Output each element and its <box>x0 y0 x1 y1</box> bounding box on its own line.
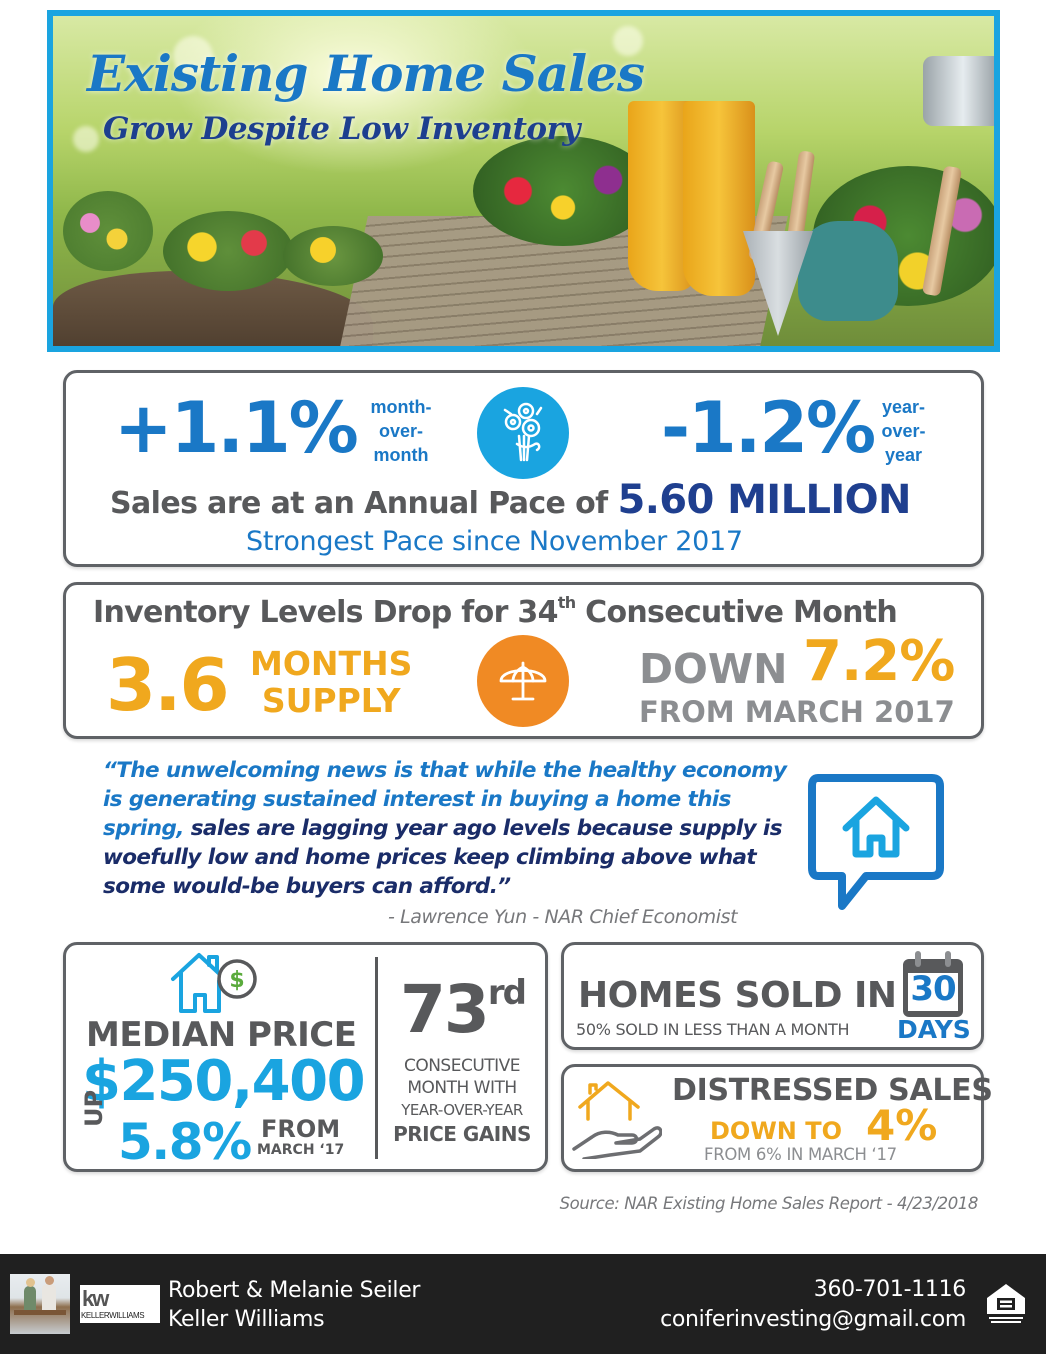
keller-williams-logo: kw KELLERWILLIAMS <box>80 1285 160 1323</box>
median-price-card: $ MEDIAN PRICE $250,400 UP 5.8% FROM MAR… <box>63 942 548 1172</box>
months-supply-value: 3.6 <box>106 643 230 727</box>
bokeh <box>613 26 643 56</box>
distressed-value: 4% <box>866 1101 938 1150</box>
homes-sold-title: HOMES SOLD IN <box>578 975 897 1016</box>
from-label: FROM <box>261 1115 341 1143</box>
rank-line: PRICE GAINS <box>393 1122 531 1146</box>
rank-description: CONSECUTIVE MONTH WITH YEAR-OVER-YEAR PR… <box>388 1055 536 1147</box>
homes-sold-card: HOMES SOLD IN 50% SOLD IN LESS THAN A MO… <box>561 942 984 1050</box>
watering-can <box>923 56 994 126</box>
up-label: UP <box>80 1089 108 1127</box>
months-supply-label: MONTHS SUPPLY <box>250 645 412 719</box>
annual-pace-line: Sales are at an Annual Pace of 5.60 MILL… <box>110 477 912 523</box>
inventory-title: Inventory Levels Drop for 34th Consecuti… <box>93 593 898 630</box>
distressed-from-label: FROM 6% IN MARCH ‘17 <box>704 1145 897 1164</box>
agent-footer: kw KELLERWILLIAMS Robert & Melanie Seile… <box>0 1254 1046 1354</box>
days-value: 30 <box>910 969 956 1009</box>
flower-bouquet-icon <box>477 387 569 479</box>
flowers <box>473 136 653 246</box>
hero-subtitle: Grow Despite Low Inventory <box>103 111 580 147</box>
economist-quote: “The unwelcoming news is that while the … <box>103 756 803 901</box>
rank-line: MONTH WITH <box>407 1078 517 1098</box>
median-price-value: $250,400 <box>82 1049 366 1114</box>
trowel-handle <box>786 150 816 242</box>
mom-label-line: month- <box>370 397 432 417</box>
yoy-change-value: -1.2% <box>661 387 876 469</box>
hero-banner: Existing Home Sales Grow Despite Low Inv… <box>47 10 1000 352</box>
agent-email[interactable]: coniferinvesting@gmail.com <box>660 1307 966 1332</box>
median-price-change: 5.8% <box>118 1113 252 1171</box>
kw-logo-name: KELLERWILLIAMS <box>81 1311 145 1320</box>
bokeh <box>73 126 99 152</box>
agent-photo <box>10 1274 70 1334</box>
yellow-boot <box>683 101 755 296</box>
bokeh <box>173 36 213 76</box>
calendar-icon: 30 <box>903 949 963 1017</box>
umbrella-icon <box>477 635 569 727</box>
garden-glove <box>798 221 898 321</box>
quote-attribution: - Lawrence Yun - NAR Chief Economist <box>388 906 738 928</box>
months-supply-label-line: SUPPLY <box>261 681 401 720</box>
hand-house-icon <box>570 1079 663 1163</box>
months-supply-label-line: MONTHS <box>250 644 413 683</box>
source-citation: Source: NAR Existing Home Sales Report -… <box>559 1194 979 1213</box>
inventory-title-sup: th <box>557 593 576 612</box>
divider <box>375 957 378 1159</box>
down-label: DOWN <box>639 645 788 693</box>
quote-text-highlight: “The unwelcoming news is that while the … <box>103 758 787 841</box>
mom-label-line: month <box>373 445 429 465</box>
from-march-label: FROM MARCH 2017 <box>639 695 955 729</box>
speech-bubble-house-icon <box>808 772 948 916</box>
inventory-title-text: Consecutive Month <box>575 595 898 630</box>
agent-phone[interactable]: 360-701-1116 <box>813 1277 967 1302</box>
yoy-label: year- over- year <box>866 395 941 467</box>
flowers <box>63 191 153 271</box>
days-label: DAYS <box>897 1015 971 1044</box>
homes-sold-subtitle: 50% SOLD IN LESS THAN A MONTH <box>576 1020 850 1039</box>
flowers <box>283 226 383 286</box>
rank-line: CONSECUTIVE <box>403 1056 521 1076</box>
yoy-label-line: year- <box>881 397 926 417</box>
median-price-label: MEDIAN PRICE <box>86 1015 357 1055</box>
equal-housing-icon <box>985 1282 1027 1330</box>
hero-title: Existing Home Sales <box>87 44 645 103</box>
rank-line: YEAR-OVER-YEAR <box>401 1101 523 1119</box>
kw-logo-mark: kw <box>82 1286 109 1311</box>
mom-change-value: +1.1% <box>114 387 359 469</box>
mom-label: month- over- month <box>361 395 441 467</box>
annual-pace-text: Sales are at an Annual Pace of <box>110 486 608 521</box>
brokerage-name: Keller Williams <box>168 1307 325 1332</box>
inventory-title-text: Inventory Levels Drop for 34 <box>93 595 558 630</box>
strongest-pace-text: Strongest Pace since November 2017 <box>246 526 743 557</box>
house-dollar-icon: $ <box>169 951 261 1019</box>
mom-label-line: over- <box>378 421 423 441</box>
sales-pace-card: +1.1% month- over- month -1.2% year- ove… <box>63 370 984 567</box>
rank-value: 73rd <box>400 971 527 1048</box>
agent-name: Robert & Melanie Seiler <box>168 1278 421 1303</box>
yoy-label-line: over- <box>881 421 926 441</box>
from-date: MARCH ‘17 <box>257 1142 345 1158</box>
rank-suffix: rd <box>487 973 527 1013</box>
yoy-label-line: year <box>884 445 923 465</box>
quote-text: sales are lagging year ago levels becaus… <box>103 816 783 899</box>
distressed-down-label: DOWN TO <box>710 1117 843 1145</box>
flowers <box>163 211 293 291</box>
svg-text:$: $ <box>229 968 244 993</box>
inventory-down-value: 7.2% <box>803 629 955 694</box>
inventory-card: Inventory Levels Drop for 34th Consecuti… <box>63 582 984 739</box>
distressed-sales-title: DISTRESSED SALES <box>672 1073 993 1108</box>
distressed-sales-card: DISTRESSED SALES DOWN TO 4% FROM 6% IN M… <box>561 1064 993 1172</box>
annual-pace-value: 5.60 MILLION <box>617 477 911 523</box>
rank-number: 73 <box>400 971 490 1048</box>
